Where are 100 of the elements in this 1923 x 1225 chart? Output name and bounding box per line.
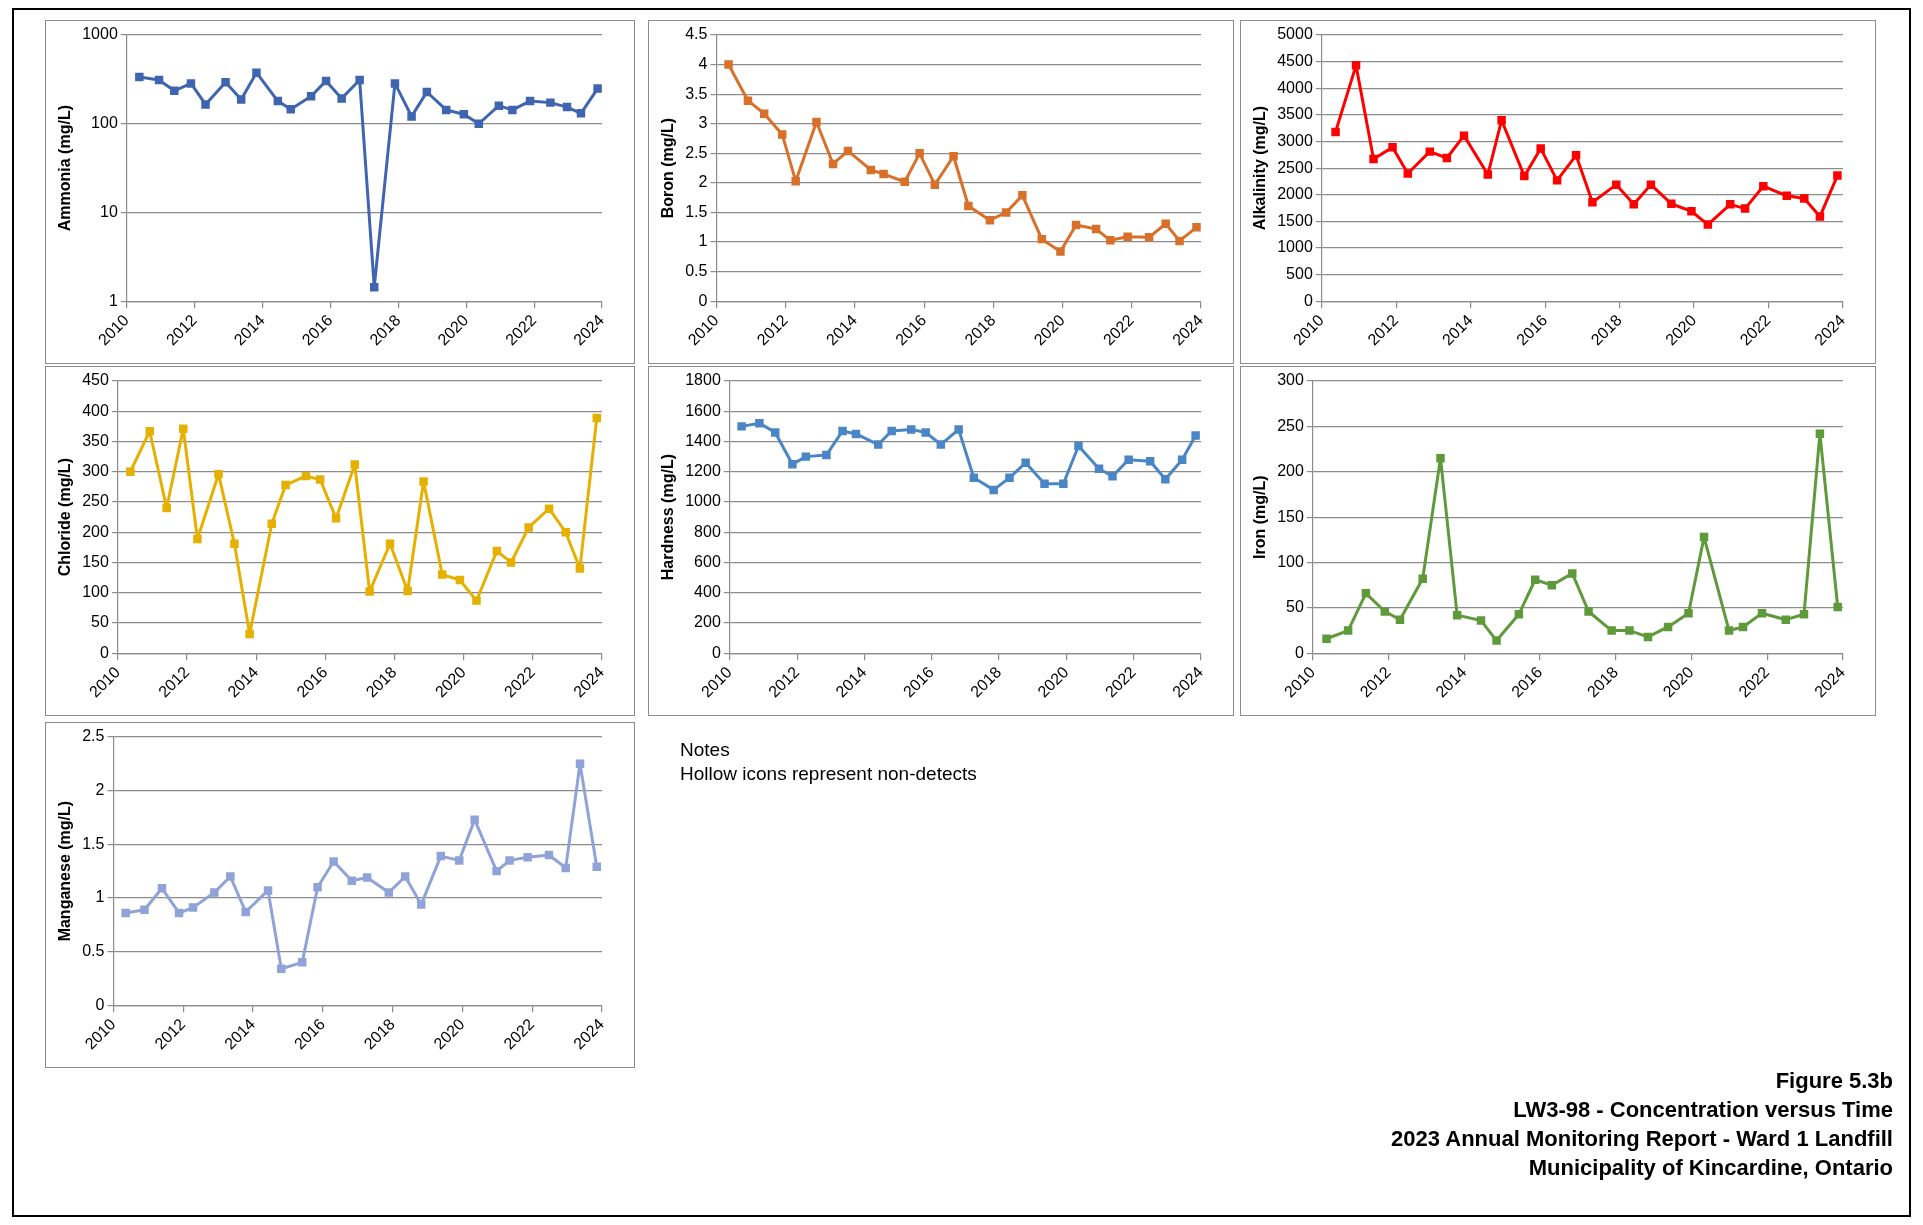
- y-tick-label: 150: [82, 552, 109, 570]
- point: [1757, 609, 1767, 618]
- point: [1380, 607, 1390, 616]
- point: [1021, 458, 1030, 467]
- point: [1331, 127, 1340, 137]
- point: [277, 964, 286, 974]
- point: [241, 907, 250, 917]
- y-tick-label: 2: [698, 173, 708, 191]
- point: [1725, 200, 1735, 209]
- y-tick-label: 1500: [1277, 211, 1313, 229]
- point: [281, 480, 290, 490]
- point: [575, 564, 585, 573]
- point: [1815, 429, 1825, 438]
- point: [1175, 236, 1184, 246]
- point: [1177, 455, 1187, 464]
- point: [1395, 615, 1405, 624]
- y-tick-label: 1000: [82, 25, 118, 43]
- y-tick-label: 300: [82, 462, 109, 480]
- point: [949, 152, 958, 161]
- point: [245, 629, 254, 639]
- y-axis-title: Iron (mg/L): [1251, 475, 1269, 559]
- y-tick-label: 100: [1277, 552, 1304, 570]
- y-tick-label: 350: [82, 431, 109, 449]
- y-tick-label: 1000: [1277, 238, 1313, 256]
- point: [455, 856, 464, 865]
- y-tick-label: 4500: [1277, 52, 1313, 70]
- point: [193, 534, 202, 544]
- point: [140, 905, 149, 914]
- y-tick-label: 1: [108, 291, 118, 309]
- point: [1124, 455, 1133, 464]
- point: [964, 201, 973, 211]
- text: Notes: [680, 738, 731, 762]
- point: [230, 539, 239, 548]
- point: [900, 177, 909, 186]
- point: [214, 469, 223, 479]
- point: [126, 467, 135, 476]
- point: [989, 485, 998, 495]
- point: [1074, 441, 1083, 451]
- point: [1351, 61, 1361, 70]
- y-axis-title: Chloride (mg/L): [56, 458, 74, 577]
- y-tick-label: 1600: [685, 401, 721, 419]
- point: [221, 77, 230, 87]
- point: [930, 180, 940, 189]
- y-tick-label: 400: [82, 401, 109, 419]
- point: [1191, 431, 1200, 440]
- point: [145, 426, 154, 436]
- point: [162, 503, 171, 513]
- point: [737, 422, 746, 431]
- point: [743, 96, 753, 105]
- y-axis-title: Boron (mg/L): [659, 117, 677, 219]
- point: [350, 460, 359, 469]
- point: [329, 857, 338, 866]
- point: [494, 101, 504, 110]
- y-tick-label: 1000: [685, 492, 721, 510]
- point: [1403, 169, 1413, 178]
- point: [1161, 219, 1170, 228]
- y-tick-label: 1: [698, 232, 708, 250]
- point: [1436, 453, 1445, 463]
- point: [186, 79, 196, 88]
- y-tick-label: 400: [694, 583, 721, 601]
- point: [505, 856, 514, 865]
- text: 2023 Annual Monitoring Report - Ward 1 Landfill: [1391, 1125, 1893, 1153]
- point: [1161, 475, 1170, 484]
- point: [822, 450, 831, 460]
- y-tick-label: 10: [100, 202, 118, 220]
- point: [906, 425, 916, 434]
- point: [1815, 212, 1825, 221]
- y-tick-label: 1: [95, 888, 105, 906]
- y-tick-label: 200: [1277, 462, 1304, 480]
- point: [755, 419, 764, 428]
- point: [1687, 207, 1696, 216]
- point: [791, 176, 800, 186]
- y-tick-label: 0.5: [82, 942, 105, 960]
- point: [1005, 473, 1014, 483]
- point: [1536, 144, 1545, 153]
- y-tick-label: 0: [1294, 643, 1304, 661]
- y-axis-title: Manganese (mg/L): [56, 800, 74, 942]
- point: [1483, 170, 1493, 179]
- point: [777, 130, 787, 139]
- point: [812, 117, 821, 127]
- y-tick-label: 3.5: [685, 84, 708, 102]
- y-tick-label: 2.5: [82, 727, 105, 745]
- point: [306, 92, 316, 101]
- y-axis-title: Alkalinity (mg/L): [1251, 105, 1269, 231]
- point: [593, 84, 602, 93]
- point: [1584, 607, 1593, 616]
- y-tick-label: 3: [698, 114, 708, 132]
- point: [724, 60, 733, 69]
- point: [1724, 626, 1734, 635]
- y-tick-label: 600: [694, 552, 721, 570]
- point: [1361, 589, 1371, 598]
- point: [210, 888, 219, 897]
- point: [879, 169, 888, 179]
- y-axis-title: Ammonia (mg/L): [56, 105, 74, 232]
- point: [788, 459, 797, 469]
- text: Figure 5.3b: [1774, 1067, 1893, 1095]
- point: [561, 863, 570, 873]
- point: [1646, 180, 1656, 189]
- y-tick-label: 250: [1277, 416, 1304, 434]
- point: [315, 475, 325, 484]
